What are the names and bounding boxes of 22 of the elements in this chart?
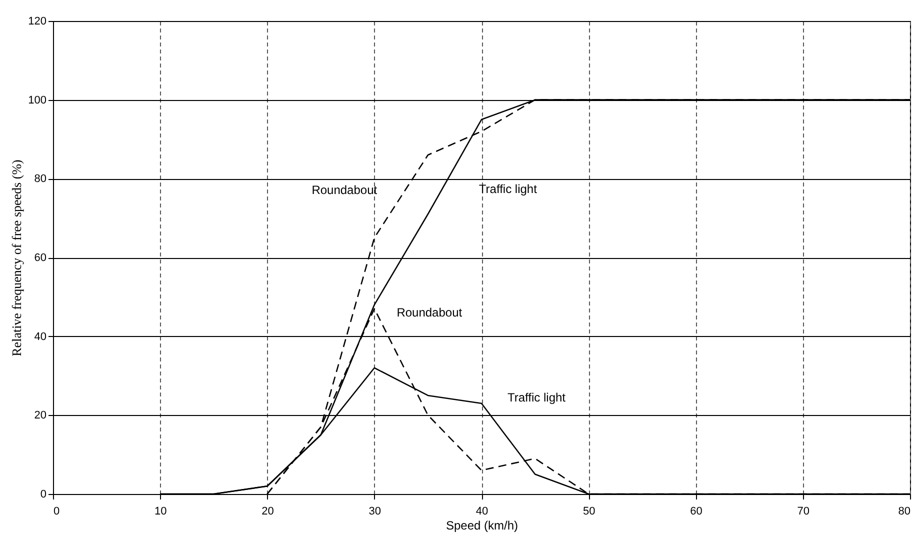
y-tick-label: 120 [28, 16, 46, 28]
series-label: Roundabout [396, 306, 463, 320]
y-tick-label: 60 [34, 252, 46, 264]
text: Traffic light [478, 182, 538, 196]
y-tick-label: 0 [40, 488, 46, 500]
x-tick-label: 50 [583, 506, 596, 518]
y-tick-label: 80 [34, 173, 46, 186]
series-label: Roundabout [312, 182, 378, 197]
x-tick-label: 0 [54, 506, 60, 518]
y-axis-title: Relative frequency of free speeds (%) [9, 160, 24, 356]
y-tick-label: 40 [34, 330, 46, 343]
x-tick-label: 70 [797, 506, 810, 518]
x-tick-label: 30 [368, 506, 381, 518]
series-label: Traffic light [507, 390, 566, 404]
y-tick-label: 100 [28, 94, 46, 106]
y-tick-label: 20 [34, 410, 46, 422]
x-tick-label: 60 [690, 506, 702, 518]
x-tick-label: 40 [476, 506, 488, 518]
x-tick-label: 80 [898, 506, 910, 518]
x-tick-label: 20 [262, 506, 274, 518]
x-axis-title: Speed (km/h) [446, 518, 518, 532]
x-tick-label: 10 [154, 506, 167, 518]
